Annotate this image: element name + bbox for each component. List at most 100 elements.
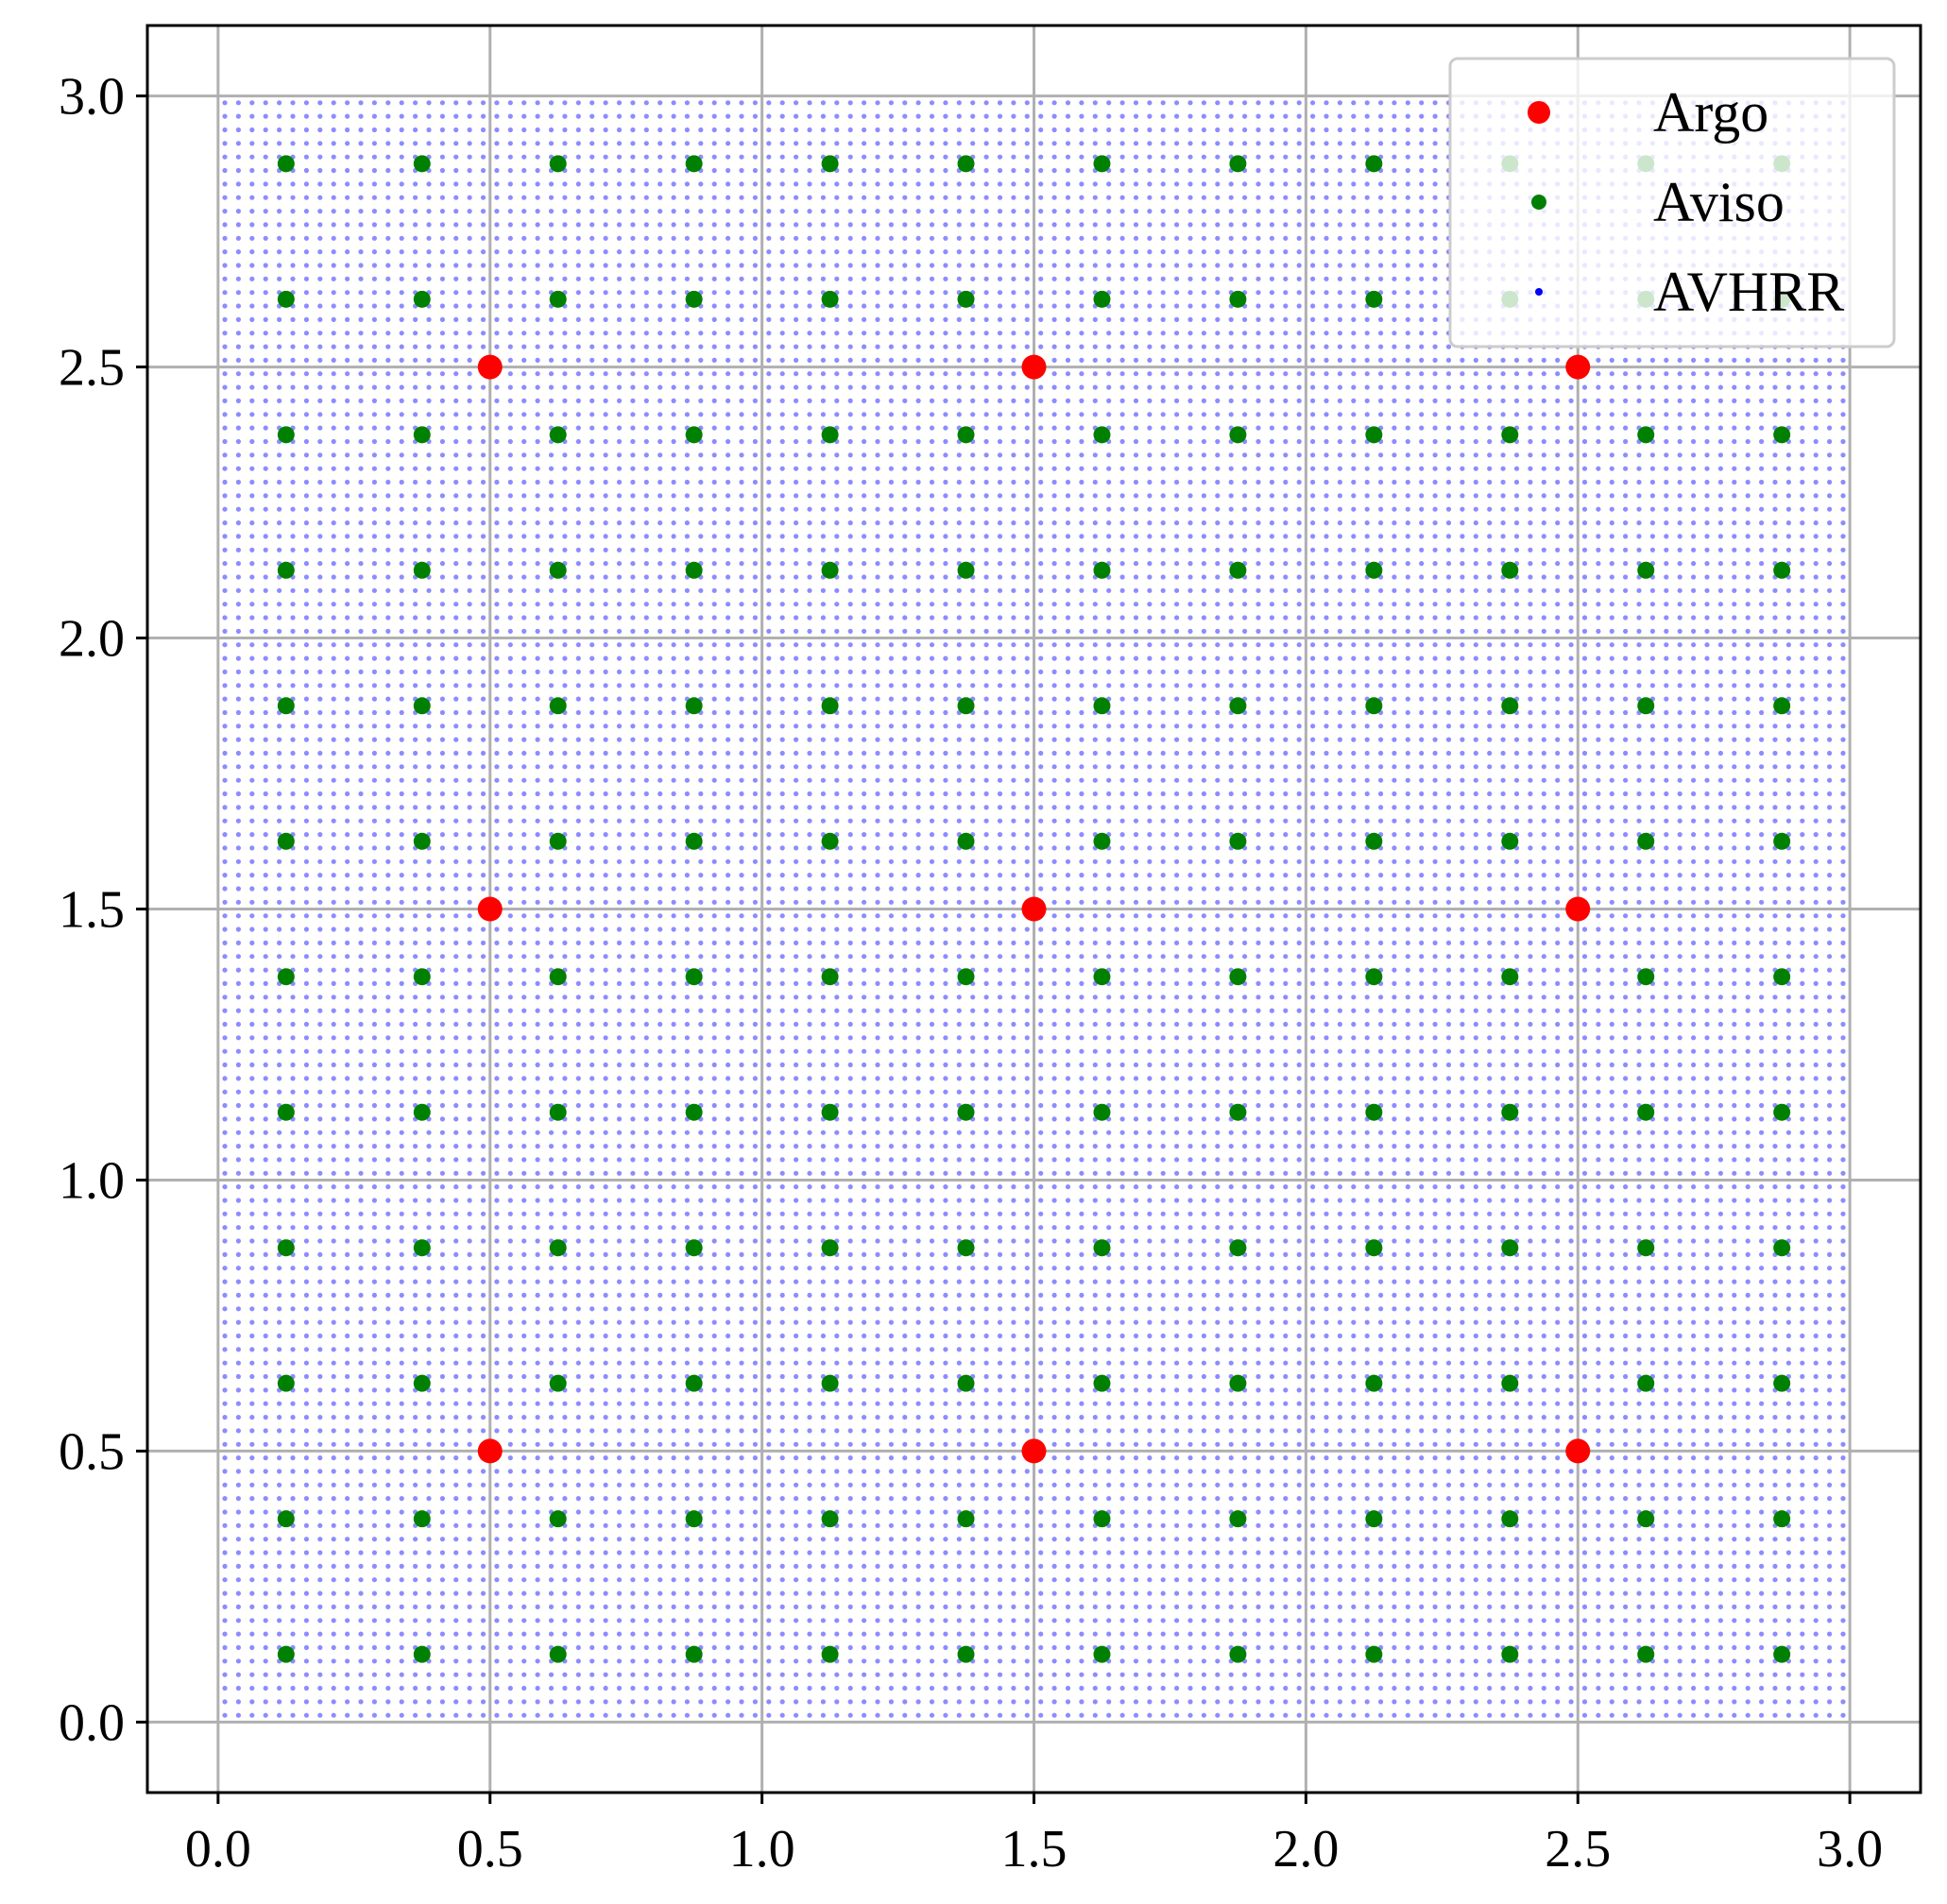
- avhrr-point: [439, 1198, 445, 1203]
- avhrr-point: [480, 1076, 487, 1081]
- avhrr-point: [317, 479, 323, 485]
- avhrr-point: [263, 1130, 268, 1135]
- avhrr-point: [413, 1048, 418, 1054]
- avhrr-point: [235, 357, 241, 363]
- avhrr-point: [752, 412, 759, 417]
- avhrr-point: [249, 683, 255, 688]
- avhrr-point: [277, 384, 282, 390]
- avhrr-point: [548, 940, 555, 946]
- avhrr-point: [358, 412, 364, 417]
- avhrr-point: [426, 452, 432, 458]
- avhrr-point: [507, 750, 513, 756]
- avhrr-point: [535, 926, 540, 932]
- avhrr-point: [548, 127, 555, 133]
- avhrr-point: [317, 1415, 323, 1420]
- avhrr-point: [426, 1130, 432, 1135]
- avhrr-point: [494, 1496, 500, 1502]
- avhrr-point: [575, 1685, 581, 1692]
- avhrr-point: [603, 1699, 608, 1705]
- avhrr-point: [630, 1373, 636, 1380]
- avhrr-point: [371, 1699, 377, 1705]
- avhrr-point: [331, 587, 336, 593]
- avhrr-point: [480, 980, 487, 986]
- avhrr-point: [303, 1522, 309, 1528]
- avhrr-point: [711, 1496, 717, 1502]
- avhrr-point: [711, 1563, 717, 1569]
- avhrr-point: [494, 290, 500, 296]
- avhrr-point: [698, 1062, 704, 1068]
- avhrr-point: [507, 561, 513, 567]
- avhrr-point: [726, 777, 731, 783]
- avhrr-point: [385, 1644, 391, 1651]
- avhrr-point: [331, 790, 336, 797]
- avhrr-point: [385, 818, 391, 824]
- avhrr-point: [548, 344, 555, 349]
- avhrr-point: [535, 547, 540, 552]
- avhrr-point: [453, 344, 459, 349]
- avhrr-point: [671, 1441, 676, 1447]
- avhrr-point: [643, 1008, 649, 1013]
- avhrr-point: [643, 1279, 649, 1284]
- avhrr-point: [630, 357, 636, 363]
- avhrr-point: [603, 1441, 608, 1447]
- avhrr-point: [779, 1170, 785, 1176]
- avhrr-point: [263, 303, 268, 309]
- avhrr-point: [658, 1062, 663, 1068]
- avhrr-point: [766, 683, 772, 688]
- avhrr-point: [263, 1333, 268, 1339]
- avhrr-point: [222, 1441, 228, 1447]
- avhrr-point: [603, 1035, 608, 1041]
- avhrr-point: [521, 669, 527, 675]
- avhrr-point: [426, 886, 432, 892]
- avhrr-point: [222, 832, 228, 838]
- avhrr-point: [589, 520, 595, 526]
- avhrr-point: [535, 1266, 540, 1271]
- avhrr-point: [345, 615, 350, 620]
- avhrr-point: [345, 506, 350, 512]
- avhrr-point: [684, 642, 691, 648]
- avhrr-point: [535, 493, 540, 499]
- avhrr-point: [439, 1712, 445, 1718]
- avhrr-point: [263, 520, 268, 526]
- avhrr-point: [671, 195, 676, 200]
- avhrr-point: [562, 1469, 568, 1474]
- avhrr-point: [698, 357, 704, 363]
- avhrr-point: [453, 1184, 459, 1190]
- avhrr-point: [358, 954, 364, 960]
- avhrr-point: [603, 750, 608, 756]
- avhrr-point: [684, 1035, 691, 1041]
- avhrr-point: [630, 425, 636, 431]
- avhrr-point: [399, 805, 404, 810]
- avhrr-point: [603, 167, 608, 174]
- avhrr-point: [535, 1319, 540, 1325]
- avhrr-point: [222, 534, 228, 539]
- avhrr-point: [222, 1021, 228, 1028]
- avhrr-point: [371, 371, 377, 377]
- avhrr-point: [671, 750, 676, 756]
- avhrr-point: [752, 344, 759, 349]
- avhrr-point: [358, 669, 364, 675]
- avhrr-point: [222, 655, 228, 661]
- avhrr-point: [752, 154, 759, 160]
- avhrr-point: [658, 1509, 663, 1515]
- avhrr-point: [752, 195, 759, 200]
- avhrr-point: [698, 940, 704, 946]
- avhrr-point: [303, 1658, 309, 1664]
- avhrr-point: [249, 1102, 255, 1109]
- avhrr-point: [562, 1333, 568, 1339]
- avhrr-point: [467, 683, 472, 688]
- avhrr-point: [453, 655, 459, 661]
- avhrr-point: [711, 1021, 717, 1028]
- avhrr-point: [426, 235, 432, 241]
- avhrr-point: [426, 357, 432, 363]
- avhrr-point: [766, 1631, 772, 1637]
- avhrr-point: [658, 249, 663, 255]
- avhrr-point: [616, 1577, 623, 1583]
- avhrr-point: [263, 845, 268, 851]
- avhrr-point: [630, 331, 636, 336]
- avhrr-point: [371, 764, 377, 770]
- avhrr-point: [698, 222, 704, 228]
- avhrr-point: [371, 547, 377, 552]
- avhrr-point: [371, 1347, 377, 1352]
- avhrr-point: [358, 1292, 364, 1298]
